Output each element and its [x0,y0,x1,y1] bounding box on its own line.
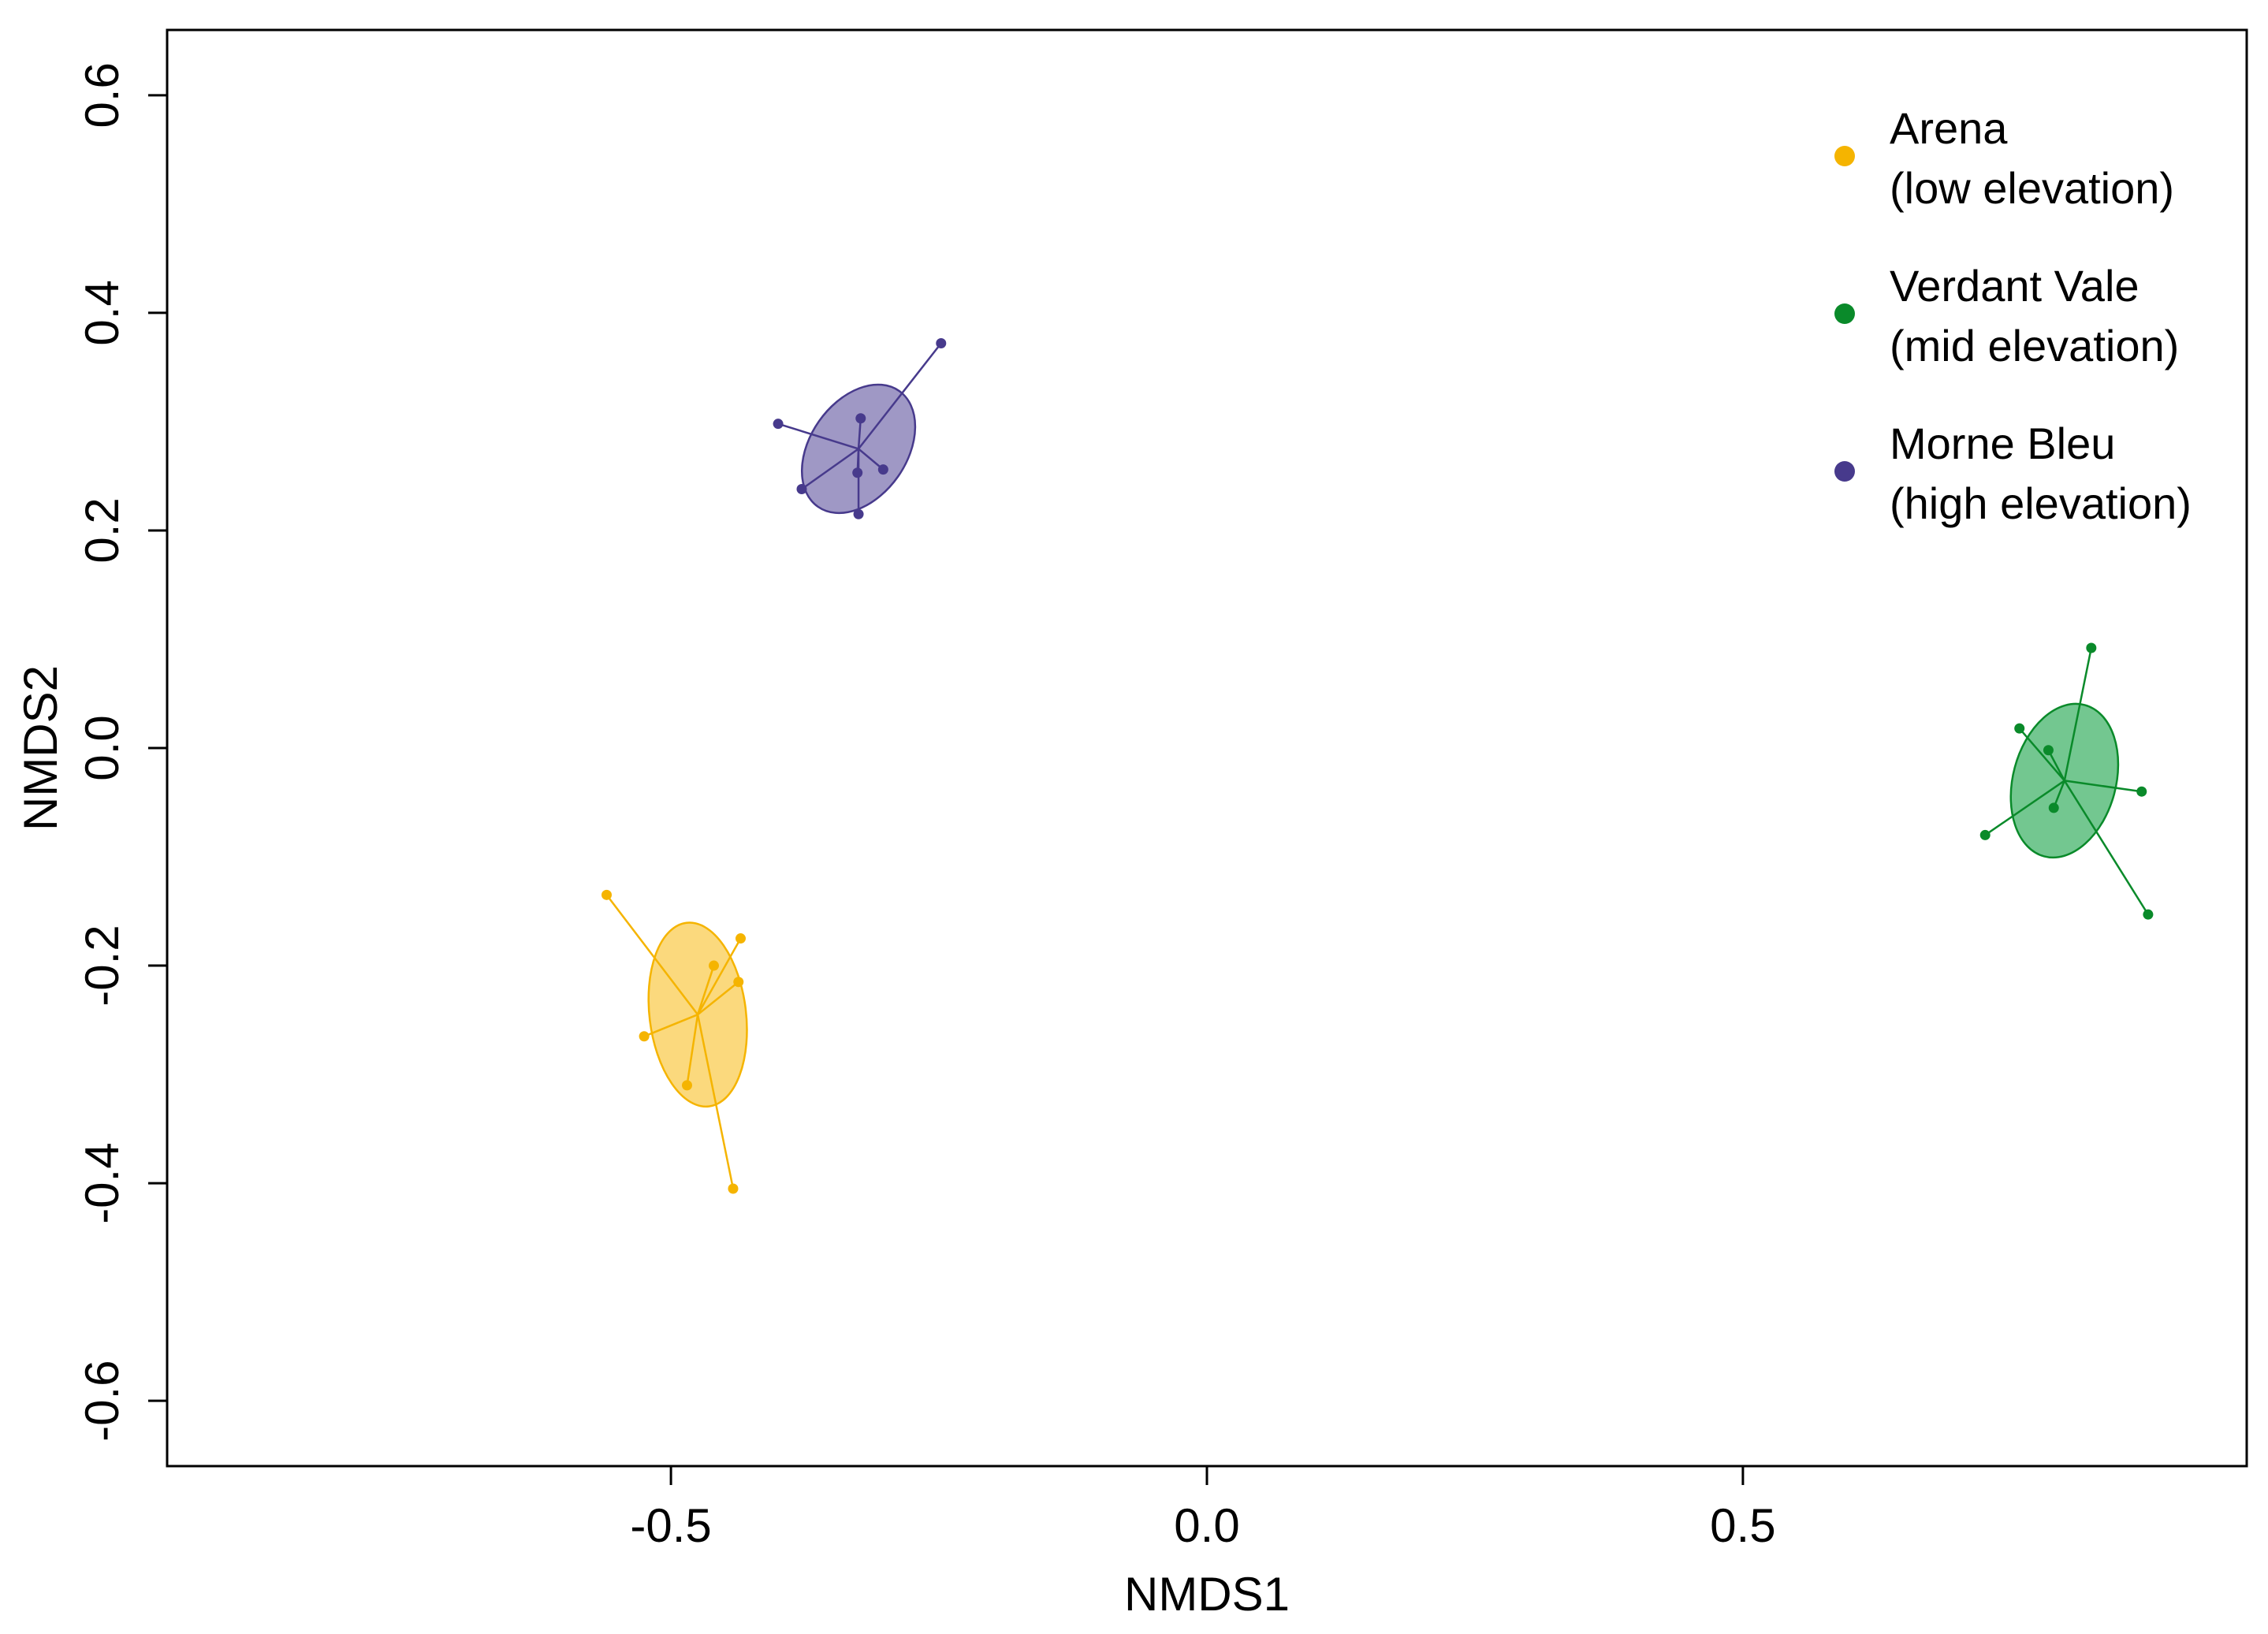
data-point [601,889,613,900]
legend-marker [1834,461,1855,482]
spider-line [643,1014,698,1037]
data-point [853,508,864,519]
x-tick-label: -0.5 [630,1499,711,1552]
data-point [936,338,947,349]
data-point [2136,786,2147,797]
data-point [733,977,744,988]
y-tick-label: 0.2 [76,497,128,563]
legend-label: Arena [1890,103,2008,153]
spider-line [696,965,715,1015]
data-point [852,467,863,478]
data-point [773,419,784,430]
y-axis-label: NMDS2 [14,665,67,831]
legend-item: Verdant Vale (mid elevation) [1834,261,2179,370]
x-axis-label: NMDS1 [1124,1568,1290,1621]
spider-line [697,937,742,1015]
y-tick-label: -0.2 [76,925,128,1006]
spider-line [2064,780,2142,793]
y-tick-label: -0.6 [76,1360,128,1441]
y-axis: -0.6 -0.4 -0.2 0.0 0.2 0.4 0.6 [76,62,167,1442]
data-point [708,960,719,971]
legend-item: Morne Bleu (high elevation) [1834,419,2192,528]
data-point [877,464,888,475]
spider-line [2047,750,2065,781]
x-axis: -0.5 0.0 0.5 [630,1466,1776,1552]
y-tick-label: -0.4 [76,1142,128,1223]
data-point [855,413,866,424]
legend: Arena (low elevation) Verdant Vale (mid ele… [1834,103,2192,528]
y-tick-label: 0.4 [76,280,128,345]
legend-sublabel: (mid elevation) [1890,321,2179,370]
spider-line [605,894,699,1015]
x-tick-label: 0.5 [1710,1499,1775,1552]
spider-line [2018,728,2065,782]
plot-area-frame [166,28,2248,1468]
data-point [2086,642,2097,653]
legend-label: Morne Bleu [1890,419,2115,468]
spider-line [801,448,859,490]
spider-line [686,1014,699,1086]
legend-label: Verdant Vale [1890,261,2140,311]
spider-line [696,1014,735,1189]
data-point [2143,909,2154,920]
spider-line [858,448,884,471]
y-tick-label: 0.0 [76,715,128,780]
y-tick-label: 0.6 [76,62,128,128]
data-point [639,1031,650,1042]
spider-line [2063,647,2093,781]
legend-sublabel: (low elevation) [1890,163,2174,213]
spider-line [2063,780,2149,915]
legend-sublabel: (high elevation) [1890,478,2192,528]
data-point [728,1183,739,1194]
legend-marker [1834,303,1855,324]
spider-line [1984,780,2065,836]
series-verdant-vale [1979,642,2154,920]
spider-line [858,342,942,450]
data-point [735,933,746,944]
series-morne-bleu [773,338,947,519]
data-point [2048,802,2059,813]
data-point [2014,723,2025,734]
data-point [682,1080,692,1091]
legend-item: Arena (low elevation) [1834,103,2174,213]
legend-marker [1834,146,1855,166]
spider-line [777,422,859,450]
x-tick-label: 0.0 [1174,1499,1239,1552]
spider-line [697,981,739,1016]
data-point [1979,829,1991,840]
data-point [2043,745,2054,756]
data-point [796,483,807,494]
series-arena [601,889,748,1194]
series-layer [601,338,2154,1194]
